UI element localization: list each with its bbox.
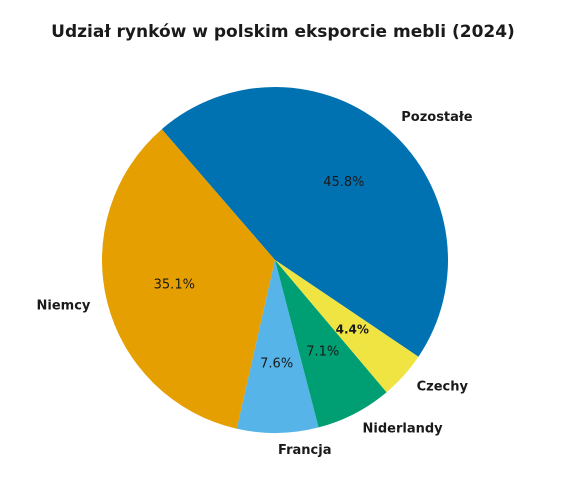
category-label-francja: Francja — [278, 443, 331, 458]
pct-label-francja: 7.6% — [260, 356, 293, 371]
pie-slice-pozostale — [161, 87, 448, 357]
pie-slice-czechy — [275, 260, 419, 393]
chart-title: Udział rynków w polskim eksporcie mebli … — [51, 22, 515, 42]
pie-slice-niderlandy — [275, 260, 387, 428]
category-label-niemcy: Niemcy — [37, 299, 91, 314]
category-label-czechy: Czechy — [417, 380, 469, 395]
pie-slice-niemcy — [102, 129, 275, 429]
pct-label-niderlandy: 7.1% — [306, 345, 339, 360]
pct-label-czechy: 4.4% — [336, 322, 369, 336]
pct-label-niemcy: 35.1% — [154, 278, 195, 293]
category-label-niderlandy: Niderlandy — [363, 421, 444, 436]
category-label-pozostale: Pozostałe — [401, 110, 473, 125]
pie-slice-francja — [236, 260, 319, 433]
pct-label-pozostale: 45.8% — [323, 175, 364, 190]
